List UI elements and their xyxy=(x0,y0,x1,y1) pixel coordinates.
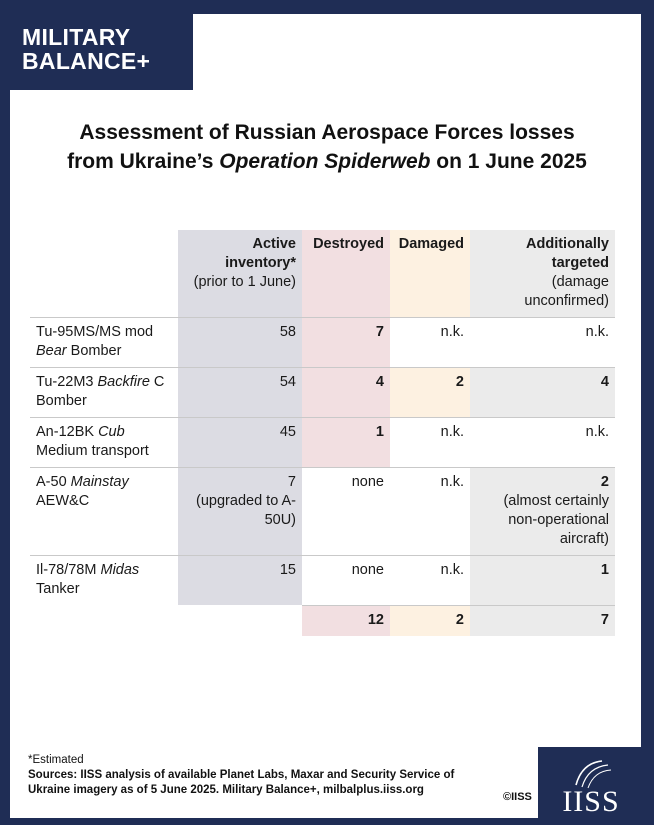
iiss-globe-icon xyxy=(575,760,612,789)
title-line-2-pre: from Ukraine’s xyxy=(67,150,220,173)
aircraft-name-pre: Il-78/78M xyxy=(36,562,101,578)
table-header-row: Active inventory* (prior to 1 June) Dest… xyxy=(30,230,615,318)
destroyed-value: 4 xyxy=(302,367,390,418)
brand-line-2: BALANCE+ xyxy=(22,48,151,74)
total-additional: 7 xyxy=(470,604,615,636)
table-row: Tu-22M3 Backfire C Bomber 54 4 2 4 xyxy=(30,367,615,418)
table-row: An-12BK Cub Medium transport 45 1 n.k. n… xyxy=(30,417,615,468)
brand-logo: MILITARY BALANCE+ xyxy=(10,14,193,90)
destroyed-value: 1 xyxy=(302,417,390,468)
aircraft-nato-name: Backfire xyxy=(97,374,150,390)
title-line-2: from Ukraine’s Operation Spiderweb on 1 … xyxy=(0,147,654,176)
losses-table: Active inventory* (prior to 1 June) Dest… xyxy=(30,230,615,636)
header-destroyed: Destroyed xyxy=(302,230,390,318)
header-additionally-targeted: Additionally targeted (damage unconfirme… xyxy=(470,230,615,318)
destroyed-value: 7 xyxy=(302,317,390,368)
aircraft-name-pre: An-12BK xyxy=(36,424,99,440)
header-damaged: Damaged xyxy=(390,230,470,318)
footer-notes: *Estimated Sources: IISS analysis of ava… xyxy=(28,753,488,798)
header-additional-label: Additionally targeted xyxy=(526,236,609,271)
totals-spacer-active xyxy=(178,605,302,636)
aircraft-name: Tu-95MS/MS mod Bear Bomber xyxy=(30,317,178,368)
aircraft-nato-name: Bear xyxy=(36,343,67,359)
title-operation-name: Operation Spiderweb xyxy=(219,150,431,173)
total-damaged: 2 xyxy=(390,604,470,636)
additional-note: (almost certainly non-operational aircra… xyxy=(503,493,609,547)
aircraft-name-post: AEW&C xyxy=(36,493,90,509)
destroyed-value: none xyxy=(302,555,390,605)
copyright: ©IISS xyxy=(503,791,532,803)
iiss-logo: IISS xyxy=(538,747,644,825)
additional-value: 4 xyxy=(470,367,615,418)
active-note: (upgraded to A-50U) xyxy=(196,493,296,528)
table-row: Il-78/78M Midas Tanker 15 none n.k. 1 xyxy=(30,555,615,605)
aircraft-name-post: Medium transport xyxy=(36,443,149,459)
additional-number: 2 xyxy=(600,474,609,490)
aircraft-name-pre: Tu-95MS/MS mod xyxy=(36,324,154,340)
aircraft-nato-name: Midas xyxy=(100,562,140,578)
damaged-value: n.k. xyxy=(390,417,470,468)
aircraft-nato-name: Mainstay xyxy=(70,474,129,490)
active-number: 7 xyxy=(287,474,296,490)
header-active-inventory: Active inventory* (prior to 1 June) xyxy=(178,230,302,318)
additional-value: 2 (almost certainly non-operational airc… xyxy=(470,467,615,556)
totals-spacer xyxy=(30,605,178,636)
aircraft-name: Tu-22M3 Backfire C Bomber xyxy=(30,367,178,418)
additional-value: 1 xyxy=(470,555,615,605)
damaged-value: 2 xyxy=(390,367,470,418)
header-active-sub: (prior to 1 June) xyxy=(193,274,296,290)
total-destroyed: 12 xyxy=(302,604,390,636)
damaged-value: n.k. xyxy=(390,555,470,605)
damaged-value: n.k. xyxy=(390,317,470,368)
active-value: 7 (upgraded to A-50U) xyxy=(178,467,302,556)
aircraft-nato-name: Cub xyxy=(98,424,125,440)
table-row: Tu-95MS/MS mod Bear Bomber 58 7 n.k. n.k… xyxy=(30,317,615,368)
additional-value: n.k. xyxy=(470,317,615,368)
header-additional-sub: (damage unconfirmed) xyxy=(524,274,609,309)
damaged-value: n.k. xyxy=(390,467,470,556)
title-line-2-post: on 1 June 2025 xyxy=(430,150,587,173)
active-value: 15 xyxy=(178,555,302,605)
aircraft-name-pre: A-50 xyxy=(36,474,71,490)
sources-text: Sources: IISS analysis of available Plan… xyxy=(28,769,455,796)
active-value: 58 xyxy=(178,317,302,368)
active-value: 45 xyxy=(178,417,302,468)
aircraft-name-post: C Bomber xyxy=(36,374,165,409)
iiss-logo-text: IISS xyxy=(562,785,620,818)
aircraft-name: A-50 Mainstay AEW&C xyxy=(30,467,178,556)
footnote: *Estimated xyxy=(28,754,84,766)
header-aircraft xyxy=(30,230,178,318)
totals-row: 12 2 7 xyxy=(30,604,615,636)
aircraft-name-post: Bomber xyxy=(66,343,122,359)
active-value: 54 xyxy=(178,367,302,418)
aircraft-name: An-12BK Cub Medium transport xyxy=(30,417,178,468)
aircraft-name-post: Tanker xyxy=(36,581,80,597)
header-active-label: Active inventory* xyxy=(225,236,296,271)
title-line-1: Assessment of Russian Aerospace Forces l… xyxy=(79,121,575,144)
aircraft-name: Il-78/78M Midas Tanker xyxy=(30,555,178,605)
destroyed-value: none xyxy=(302,467,390,556)
aircraft-name-pre: Tu-22M3 xyxy=(36,374,98,390)
table-row: A-50 Mainstay AEW&C 7 (upgraded to A-50U… xyxy=(30,467,615,556)
page-title: Assessment of Russian Aerospace Forces l… xyxy=(0,118,654,176)
additional-value: n.k. xyxy=(470,417,615,468)
brand-line-1: MILITARY xyxy=(22,24,131,50)
